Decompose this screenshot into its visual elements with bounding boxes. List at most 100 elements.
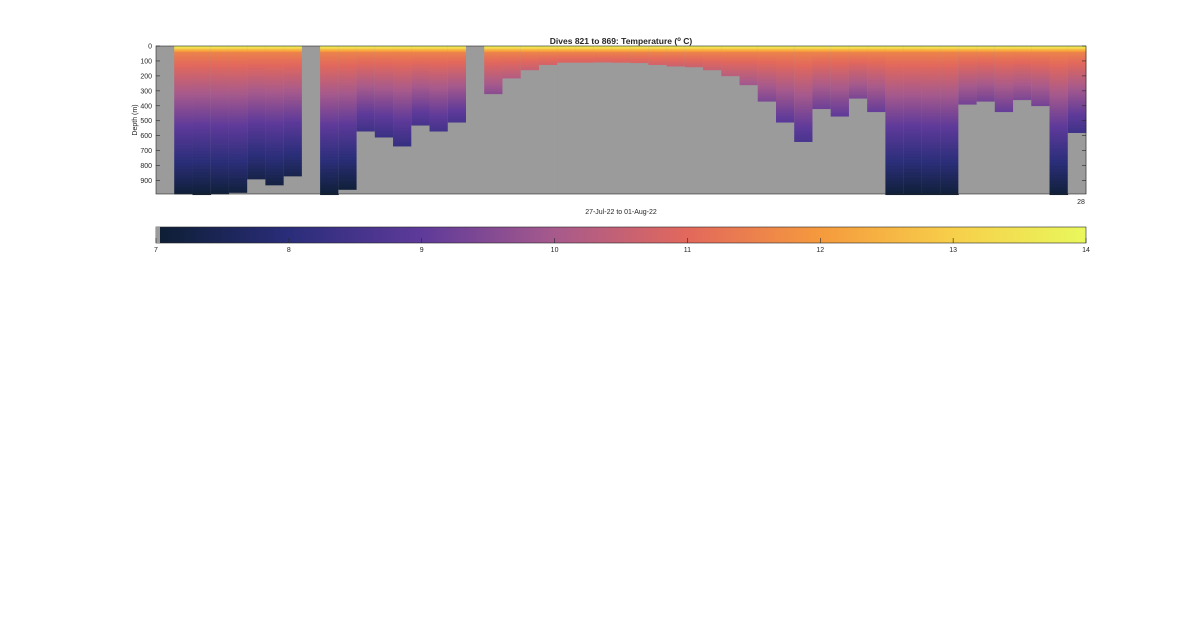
temperature-cell <box>411 68 430 71</box>
temperature-cell <box>903 140 923 142</box>
temperature-cell <box>1067 46 1087 48</box>
temperature-cell <box>1031 77 1050 80</box>
temperature-cell <box>356 50 376 53</box>
temperature-cell <box>502 54 522 57</box>
temperature-cell <box>921 69 941 72</box>
temperature-cell <box>265 110 285 113</box>
temperature-cell <box>848 90 868 93</box>
temperature-cell <box>684 62 704 65</box>
temperature-cell <box>940 86 959 89</box>
temperature-cell <box>940 161 959 163</box>
temperature-cell <box>520 63 540 66</box>
temperature-cell <box>174 150 193 153</box>
temperature-cell <box>848 62 868 65</box>
temperature-cell <box>940 66 959 69</box>
temperature-cell <box>247 113 266 116</box>
temperature-cell <box>356 71 376 74</box>
temperature-cell <box>903 116 923 119</box>
depth-tick-label: 200 <box>140 73 152 80</box>
temperature-cell <box>1049 75 1069 78</box>
temperature-cell <box>374 50 394 53</box>
temperature-cell <box>794 134 813 136</box>
temperature-cell <box>1013 92 1032 95</box>
temperature-cell <box>921 170 941 172</box>
temperature-cell <box>867 75 886 78</box>
temperature-cell <box>976 46 996 48</box>
temperature-cell <box>867 84 886 87</box>
temperature-cell <box>921 75 941 78</box>
temperature-cell <box>429 46 449 48</box>
temperature-cell <box>903 53 923 56</box>
temperature-cell <box>283 46 303 48</box>
temperature-cell <box>958 86 977 89</box>
temperature-cell <box>265 162 285 165</box>
temperature-cell <box>447 119 467 122</box>
temperature-cell <box>958 56 977 59</box>
temperature-cell <box>903 81 923 84</box>
temperature-cell <box>265 53 285 56</box>
temperature-cell <box>283 53 303 56</box>
temperature-cell <box>1031 78 1050 81</box>
temperature-cell <box>210 177 230 180</box>
temperature-cell <box>903 86 923 89</box>
temperature-cell <box>776 102 795 105</box>
temperature-cell <box>228 89 248 92</box>
temperature-cell <box>830 90 850 93</box>
temperature-cell <box>320 141 339 144</box>
temperature-cell <box>228 84 248 87</box>
temperature-cell <box>794 99 813 102</box>
temperature-cell <box>210 81 230 84</box>
temperature-cell <box>320 174 339 177</box>
temperature-cell <box>721 56 740 59</box>
temperature-cell <box>903 182 923 184</box>
temperature-cell <box>921 117 941 120</box>
temperature-cell <box>538 53 558 56</box>
temperature-cell <box>228 53 248 56</box>
temperature-cell <box>885 111 905 114</box>
temperature-cell <box>210 119 230 122</box>
temperature-cell <box>393 78 412 81</box>
temperature-cell <box>338 176 357 178</box>
temperature-cell <box>265 75 285 78</box>
temperature-cell <box>848 48 868 51</box>
temperature-cell <box>265 62 285 65</box>
temperature-cell <box>848 92 868 95</box>
temperature-cell <box>848 80 868 83</box>
dive-column <box>538 46 558 194</box>
temperature-cell <box>283 83 303 86</box>
temperature-cell <box>757 78 777 81</box>
temperature-cell <box>1049 132 1069 135</box>
temperature-cell <box>903 90 923 93</box>
temperature-cell <box>228 48 248 51</box>
dive-column <box>557 46 576 194</box>
temperature-cell <box>447 68 467 71</box>
temperature-cell <box>848 77 868 80</box>
dive-column <box>192 46 212 196</box>
temperature-cell <box>228 122 248 125</box>
temperature-cell <box>739 68 759 71</box>
temperature-cell <box>921 66 941 69</box>
temperature-cell <box>1013 60 1032 63</box>
temperature-cell <box>776 95 795 98</box>
temperature-cell <box>903 170 923 172</box>
temperature-cell <box>356 111 376 114</box>
temperature-cell <box>994 105 1014 108</box>
temperature-cell <box>757 74 777 77</box>
temperature-cell <box>174 125 193 128</box>
temperature-cell <box>228 186 248 189</box>
temperature-cell <box>192 66 212 69</box>
temperature-cell <box>338 86 357 89</box>
temperature-cell <box>867 53 886 56</box>
temperature-cell <box>283 105 303 108</box>
temperature-cell <box>903 152 923 154</box>
temperature-cell <box>994 50 1014 53</box>
temperature-cell <box>1067 87 1087 90</box>
temperature-cell <box>520 51 540 54</box>
temperature-cell <box>338 75 357 78</box>
temperature-cell <box>1049 156 1069 159</box>
temperature-cell <box>921 168 941 171</box>
temperature-cell <box>812 47 832 50</box>
temperature-cell <box>885 171 905 174</box>
temperature-cell <box>812 46 832 48</box>
temperature-cell <box>320 110 339 113</box>
